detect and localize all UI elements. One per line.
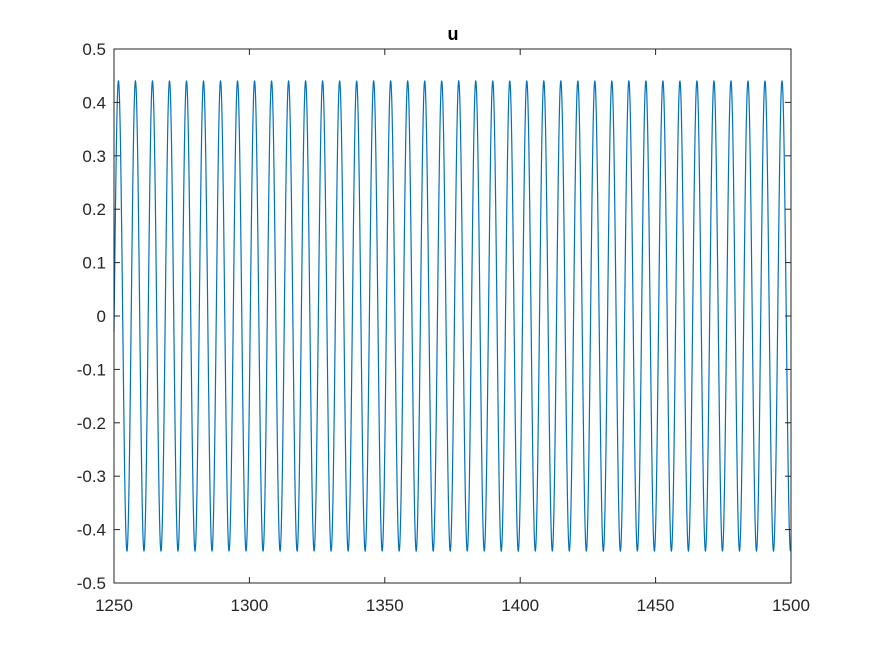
axis-ticks: 1250 1300 1350 1400 1450 1500 -0.5 -0.4 -0.3 -0.2… [77,40,810,615]
x-tick-label: 1500 [772,596,810,615]
x-tick-label: 1450 [637,596,675,615]
y-tick-label: 0.3 [82,147,106,166]
y-tick-label: 0.4 [82,93,106,112]
y-tick-label: -0.1 [77,360,106,379]
x-tick-label: 1400 [501,596,539,615]
y-tick-label: 0.2 [82,200,106,219]
y-tick-label: -0.4 [77,521,106,540]
x-tick-label: 1250 [95,596,133,615]
y-tick-label: 0 [97,307,106,326]
y-tick-label: -0.3 [77,467,106,486]
x-tick-label: 1350 [366,596,404,615]
chart-title: u [448,24,459,44]
y-tick-label: 0.5 [82,40,106,59]
plot-area [113,79,792,553]
x-tick-label: 1300 [230,596,268,615]
y-tick-label: -0.2 [77,414,106,433]
y-tick-label: 0.1 [82,254,106,273]
y-tick-label: -0.5 [77,574,106,593]
series-line-1 [113,79,792,553]
